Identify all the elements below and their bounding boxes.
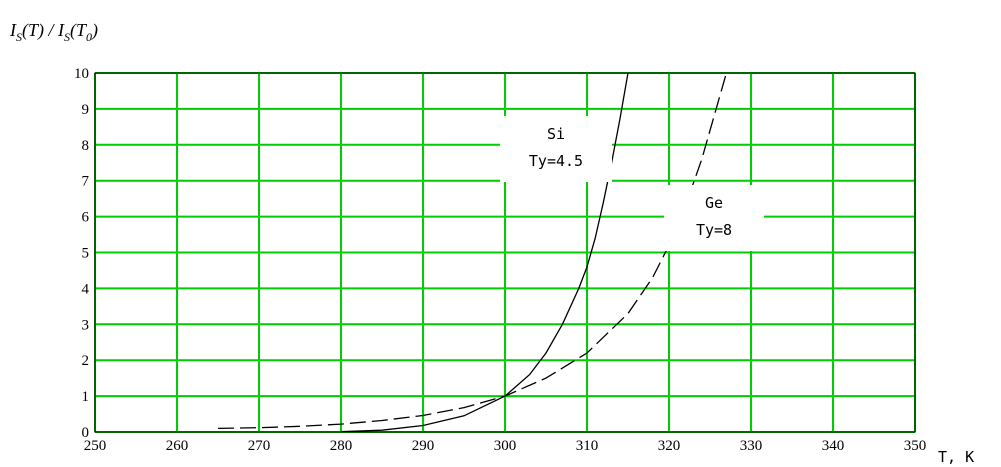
y-title-part-b: (T) / <box>22 20 58 41</box>
annotation-background <box>500 116 612 182</box>
x-tick-label: 250 <box>84 438 107 454</box>
y-tick-labels: 0 1 2 3 4 5 6 7 8 9 10 <box>74 66 90 441</box>
y-tick-label: 8 <box>82 138 90 154</box>
y-tick-label: 3 <box>82 317 90 333</box>
series-line-ge <box>217 72 728 430</box>
y-title-part-a: I <box>9 20 17 40</box>
y-tick-label: 9 <box>82 102 90 118</box>
y-tick-label: 6 <box>82 210 90 226</box>
x-tick-label: 260 <box>166 438 189 454</box>
plot-frame <box>94 72 916 433</box>
y-title-part-e: ) <box>91 20 98 41</box>
x-tick-label: 320 <box>658 438 681 454</box>
x-tick-label: 310 <box>576 438 599 454</box>
y-axis-title: IS(T) / IS(T0) <box>9 20 98 44</box>
y-title-part-c-sub: S <box>64 30 70 44</box>
y-tick-label: 4 <box>82 281 90 297</box>
annotation-background <box>664 185 764 251</box>
y-title-part-d-sub: 0 <box>86 30 92 44</box>
y-title-part-c: I <box>57 20 65 40</box>
annotation-si: Si Ty=4.5 <box>500 116 612 182</box>
y-tick-label: 7 <box>82 174 90 190</box>
y-tick-label: 0 <box>82 425 90 441</box>
y-tick-label: 1 <box>82 389 90 405</box>
annotation-material: Si <box>547 125 565 143</box>
annotation-parameter: Ty=8 <box>696 221 732 239</box>
x-tick-label: 340 <box>822 438 845 454</box>
x-tick-label: 300 <box>494 438 517 454</box>
y-tick-label: 5 <box>82 246 90 262</box>
y-tick-label: 2 <box>82 353 90 369</box>
y-tick-label: 10 <box>74 66 89 82</box>
annotation-ge: Ge Ty=8 <box>664 185 764 251</box>
y-title-part-d: (T <box>70 20 88 41</box>
x-tick-label: 280 <box>330 438 353 454</box>
annotation-parameter: Ty=4.5 <box>529 152 583 170</box>
annotations-group: Si Ty=4.5 Ge Ty=8 <box>500 116 764 251</box>
x-tick-label: 290 <box>412 438 435 454</box>
x-tick-labels: 250 260 270 280 290 300 310 320 330 340 350 <box>84 438 927 454</box>
x-tick-label: 270 <box>248 438 271 454</box>
x-tick-label: 350 <box>904 438 927 454</box>
y-title-part-a-sub: S <box>16 30 22 44</box>
annotation-material: Ge <box>705 194 723 212</box>
x-axis-title: T, K <box>938 448 974 466</box>
x-tick-label: 330 <box>740 438 763 454</box>
